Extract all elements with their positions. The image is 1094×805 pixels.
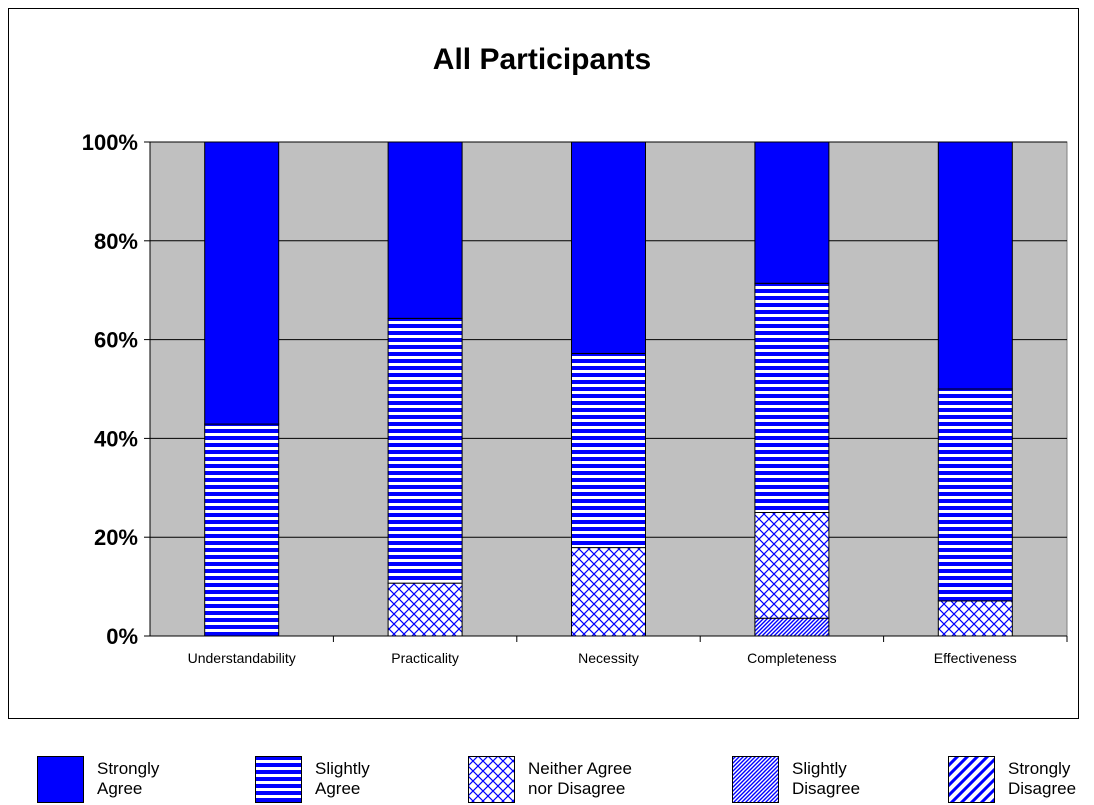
legend-label-line: Agree [315, 779, 361, 798]
bar-segment-narrow-diagonal [754, 617, 830, 637]
chart-title: All Participants [433, 43, 651, 76]
chart-frame: All Participants 0% 20% 40% 60% 80% 100% Under… [8, 8, 1079, 719]
legend-label-line: Slightly [315, 759, 370, 778]
x-tick-label: Effectiveness [934, 650, 1017, 666]
y-tick-label: 0% [106, 624, 138, 649]
bar-segment-crosshatch [387, 582, 463, 637]
bars [204, 141, 1013, 637]
bar-segment-horizontal-stripes [387, 317, 463, 584]
y-tick-label: 40% [94, 426, 138, 451]
legend-swatch [255, 756, 302, 803]
bar-segment-horizontal-stripes [937, 388, 1013, 602]
legend-label-line: Neither Agree [528, 759, 632, 778]
y-tick-label: 100% [82, 130, 138, 155]
bar-segment-solid [387, 141, 463, 319]
bar-segment-solid [204, 141, 280, 425]
bar-segment-solid [937, 141, 1013, 390]
legend-swatch [732, 756, 779, 803]
axes: 0% 20% 40% 60% 80% 100% Understandability Pract… [82, 130, 1068, 666]
legend-label: Strongly Agree [97, 759, 267, 799]
legend-label-line: Disagree [1008, 779, 1077, 798]
legend-swatch [948, 756, 995, 803]
legend-label: Strongly Disagree [1008, 759, 1094, 799]
x-tick-label: Necessity [578, 650, 639, 666]
legend: Strongly Agree Slightly Agree Neither Agree n… [0, 756, 1094, 805]
legend-label: Slightly Agree [315, 759, 485, 799]
bar-segment-horizontal-stripes [754, 282, 830, 513]
x-tick-label: Understandability [188, 650, 296, 666]
bar-chart: All Participants 0% 20% 40% 60% 80% 100% Under… [82, 43, 1068, 666]
y-tick-label: 20% [94, 525, 138, 550]
bar-segment-crosshatch [571, 547, 646, 637]
bar-segment-horizontal-stripes [204, 423, 280, 637]
legend-label-line: Disagree [792, 779, 861, 798]
legend-swatch [468, 756, 515, 803]
legend-label: Neither Agree nor Disagree [528, 759, 698, 799]
legend-label-line: Slightly [792, 759, 847, 778]
bar-segment-solid [571, 141, 646, 354]
x-tick-label: Completeness [747, 650, 837, 666]
y-tick-label: 80% [94, 229, 138, 254]
legend-label-line: Agree [97, 779, 143, 798]
y-tick-label: 60% [94, 328, 138, 353]
x-tick-label: Practicality [391, 650, 459, 666]
legend-label-line: Strongly [97, 759, 160, 778]
bar-segment-crosshatch [754, 512, 830, 619]
bar-segment-horizontal-stripes [571, 352, 646, 549]
legend-label: Slightly Disagree [792, 759, 962, 799]
legend-swatch [37, 756, 84, 803]
legend-label-line: Strongly [1008, 759, 1071, 778]
bar-segment-solid [754, 141, 830, 284]
legend-label-line: nor Disagree [528, 779, 626, 798]
bar-segment-crosshatch [937, 600, 1013, 637]
